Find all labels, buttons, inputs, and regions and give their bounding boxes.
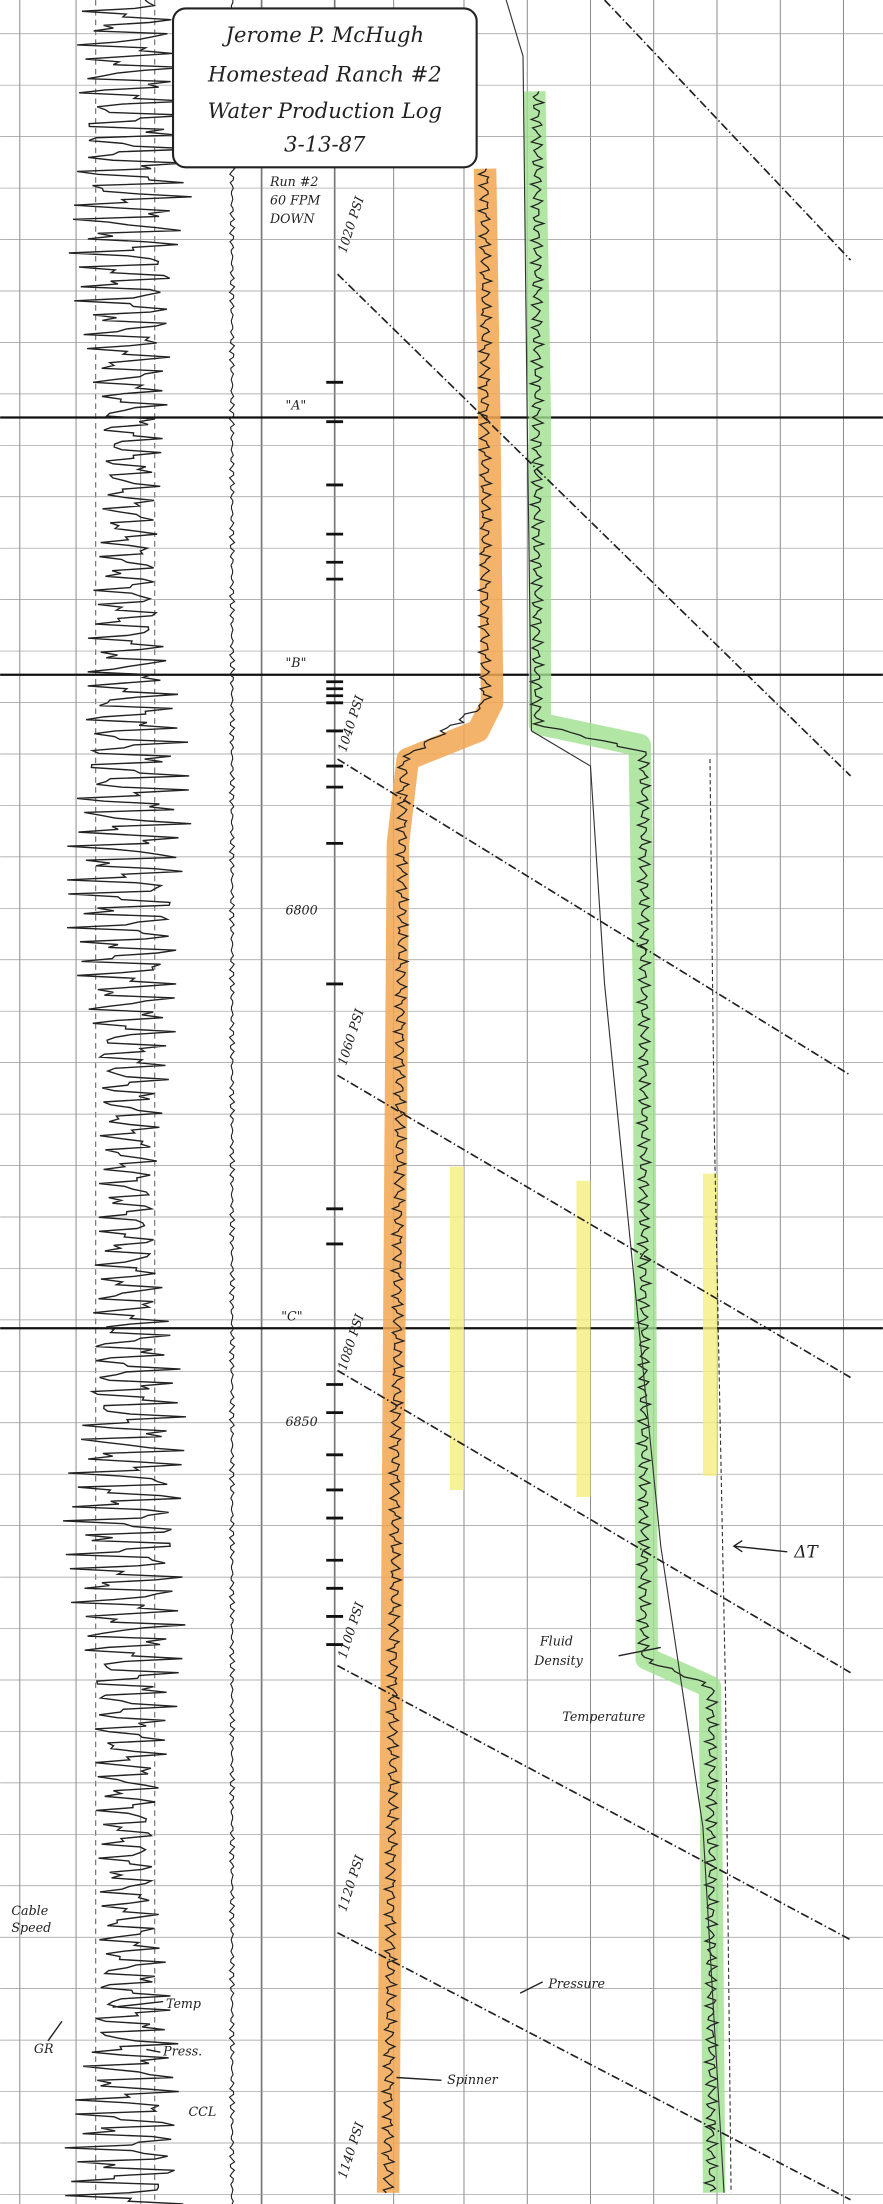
curve-label: Fluid [539, 1633, 573, 1648]
arrow [732, 1539, 788, 1553]
pressure-line [337, 1369, 851, 1674]
spinner-highlight [376, 168, 504, 2193]
curve-label: Press. [162, 2044, 202, 2059]
gr-curve [63, 0, 196, 2204]
temperature-curve [505, 0, 725, 2193]
curve-label: CCL [188, 2104, 216, 2119]
curve-label: Density [533, 1653, 583, 1668]
title-line: Water Production Log [208, 98, 442, 123]
curve-label: Temp [166, 1996, 201, 2011]
curve-label: ΔT [793, 1542, 819, 1562]
title-line: Homestead Ranch #2 [207, 61, 442, 86]
pressure-line [337, 1931, 851, 2201]
pressure-line [337, 1074, 851, 1379]
run-line: DOWN [269, 211, 315, 226]
label-arrows [47, 1539, 788, 2082]
delta-t-curve [709, 759, 732, 2193]
pressure-line [337, 1664, 851, 1941]
pressure-label: 1100 PSI [334, 1599, 367, 1660]
marker-label: "C" [281, 1309, 302, 1324]
arrow [618, 1646, 661, 1657]
curve-label: Speed [11, 1920, 51, 1935]
curve-label: Temperature [562, 1709, 645, 1724]
arrow [519, 1981, 544, 1994]
density-highlight [523, 91, 726, 2193]
spinner-curve [380, 168, 494, 2194]
arrow [396, 2076, 442, 2082]
curve-label: Pressure [547, 1976, 605, 1991]
run-line: Run #2 [269, 174, 318, 189]
run-info: Run #2 60 FPM DOWN "A" "B" "C" 6800 6850… [11, 174, 819, 2119]
depth-label: 6850 [285, 1414, 317, 1429]
pressure-line [336, 273, 852, 777]
arrow [112, 2000, 164, 2008]
density-curve [528, 91, 721, 2192]
arrow [47, 2020, 63, 2042]
log-curves [63, 0, 852, 2204]
marker-label: "B" [285, 655, 306, 670]
title-line: Jerome P. McHugh [222, 22, 425, 47]
curve-label: GR [34, 2041, 54, 2056]
ccl-curve [228, 0, 236, 2204]
run-line: 60 FPM [270, 193, 321, 208]
pressure-label: 1120 PSI [334, 1852, 367, 1913]
pressure-line [337, 758, 851, 1077]
arrow [146, 2048, 161, 2053]
pressure-label: 1060 PSI [334, 1006, 367, 1067]
title-box [171, 7, 478, 169]
depth-label: 6800 [285, 902, 317, 917]
pressure-label: 1140 PSI [334, 2119, 367, 2180]
marker-label: "A" [285, 398, 306, 413]
curve-label: Cable [11, 1903, 48, 1918]
curve-label: Spinner [447, 2072, 499, 2087]
title-block: Jerome P. McHugh Homestead Ranch #2 Wate… [207, 22, 442, 157]
pressure-line [603, 0, 852, 261]
title-line: 3-13-87 [284, 132, 366, 157]
pressure-label: 1020 PSI [334, 194, 367, 255]
